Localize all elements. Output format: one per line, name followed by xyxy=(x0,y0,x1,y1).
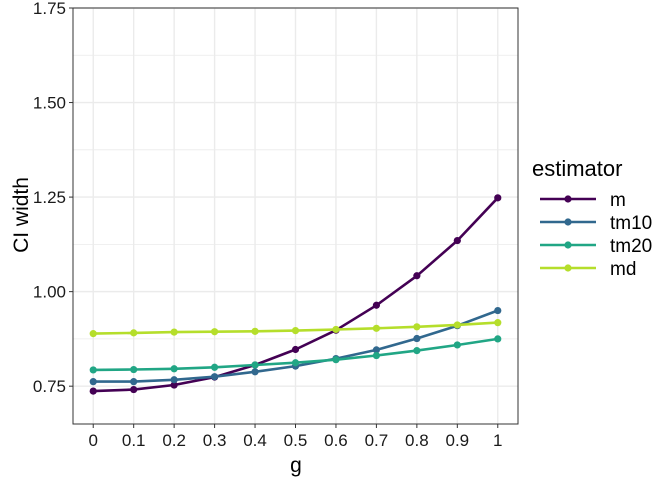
data-point xyxy=(413,347,421,355)
data-point xyxy=(170,328,178,336)
x-tick-label: 0.8 xyxy=(405,431,429,450)
series-tm20 xyxy=(89,335,502,374)
data-point xyxy=(413,323,421,331)
x-tick-label: 0.3 xyxy=(203,431,227,450)
data-point xyxy=(251,361,259,369)
data-point xyxy=(372,301,381,309)
data-point xyxy=(210,363,219,371)
legend-label: m xyxy=(610,190,626,211)
y-tick-label: 0.75 xyxy=(33,377,66,396)
data-point xyxy=(413,272,421,280)
legend-key-point xyxy=(564,218,572,226)
data-point xyxy=(251,327,259,335)
data-point xyxy=(413,334,421,343)
data-point xyxy=(251,368,259,376)
legend-title: estimator xyxy=(532,156,622,181)
legend-item-tm10: tm10 xyxy=(540,213,652,234)
series-md xyxy=(89,319,502,338)
x-tick-label: 0.2 xyxy=(162,431,186,450)
y-tick-label: 1.75 xyxy=(33,0,66,18)
axes: g CI width 0.75 1.00 1.25 1.50 1.75 0 0.1 0.2 0.… xyxy=(10,0,519,477)
legend-item-tm20: tm20 xyxy=(540,236,652,257)
legend-item-m: m xyxy=(540,190,626,211)
x-tick-label: 1 xyxy=(493,431,502,450)
data-point xyxy=(130,329,138,337)
data-point xyxy=(89,366,97,374)
y-tick-label: 1.25 xyxy=(33,188,66,207)
y-tick-label: 1.00 xyxy=(33,283,66,302)
data-point xyxy=(210,373,219,381)
legend-label: md xyxy=(610,259,636,280)
data-point xyxy=(130,378,138,386)
data-point xyxy=(170,381,178,389)
legend-key-point xyxy=(564,241,572,249)
x-tick-label: 0 xyxy=(88,431,97,450)
y-tick-label: 1.50 xyxy=(33,94,66,113)
x-tick-label: 0.5 xyxy=(284,431,308,450)
x-tick-label: 0.6 xyxy=(324,431,348,450)
legend-key-point xyxy=(564,264,572,272)
x-tick-label: 0.1 xyxy=(122,431,146,450)
data-point xyxy=(89,330,97,338)
data-point xyxy=(332,325,340,334)
legend-key-point xyxy=(564,195,572,203)
data-point xyxy=(170,376,178,384)
data-point xyxy=(89,387,97,395)
data-point xyxy=(453,341,461,349)
x-tick-label: 0.9 xyxy=(445,431,469,450)
data-point xyxy=(291,345,300,354)
data-point xyxy=(332,356,340,364)
data-point xyxy=(494,335,502,343)
data-point xyxy=(372,346,381,354)
data-point xyxy=(130,365,138,374)
data-point xyxy=(453,236,461,245)
series-lines xyxy=(89,194,502,395)
legend-label: tm10 xyxy=(610,213,652,234)
data-point xyxy=(494,194,502,202)
data-point xyxy=(89,378,97,386)
x-tick-label: 0.4 xyxy=(243,431,267,450)
data-point xyxy=(170,365,178,373)
data-point xyxy=(372,351,381,360)
data-point xyxy=(372,324,381,332)
data-point xyxy=(130,385,138,394)
data-point xyxy=(291,359,300,367)
y-axis-title: CI width xyxy=(10,177,33,253)
legend-label: tm20 xyxy=(610,236,652,257)
data-point xyxy=(210,328,219,336)
data-point xyxy=(453,321,461,329)
data-point xyxy=(494,319,502,327)
x-tick-label: 0.7 xyxy=(365,431,389,450)
legend-item-md: md xyxy=(540,259,636,280)
data-point xyxy=(291,326,300,335)
x-axis-title: g xyxy=(290,454,302,477)
grid xyxy=(73,7,518,424)
data-point xyxy=(494,306,502,315)
